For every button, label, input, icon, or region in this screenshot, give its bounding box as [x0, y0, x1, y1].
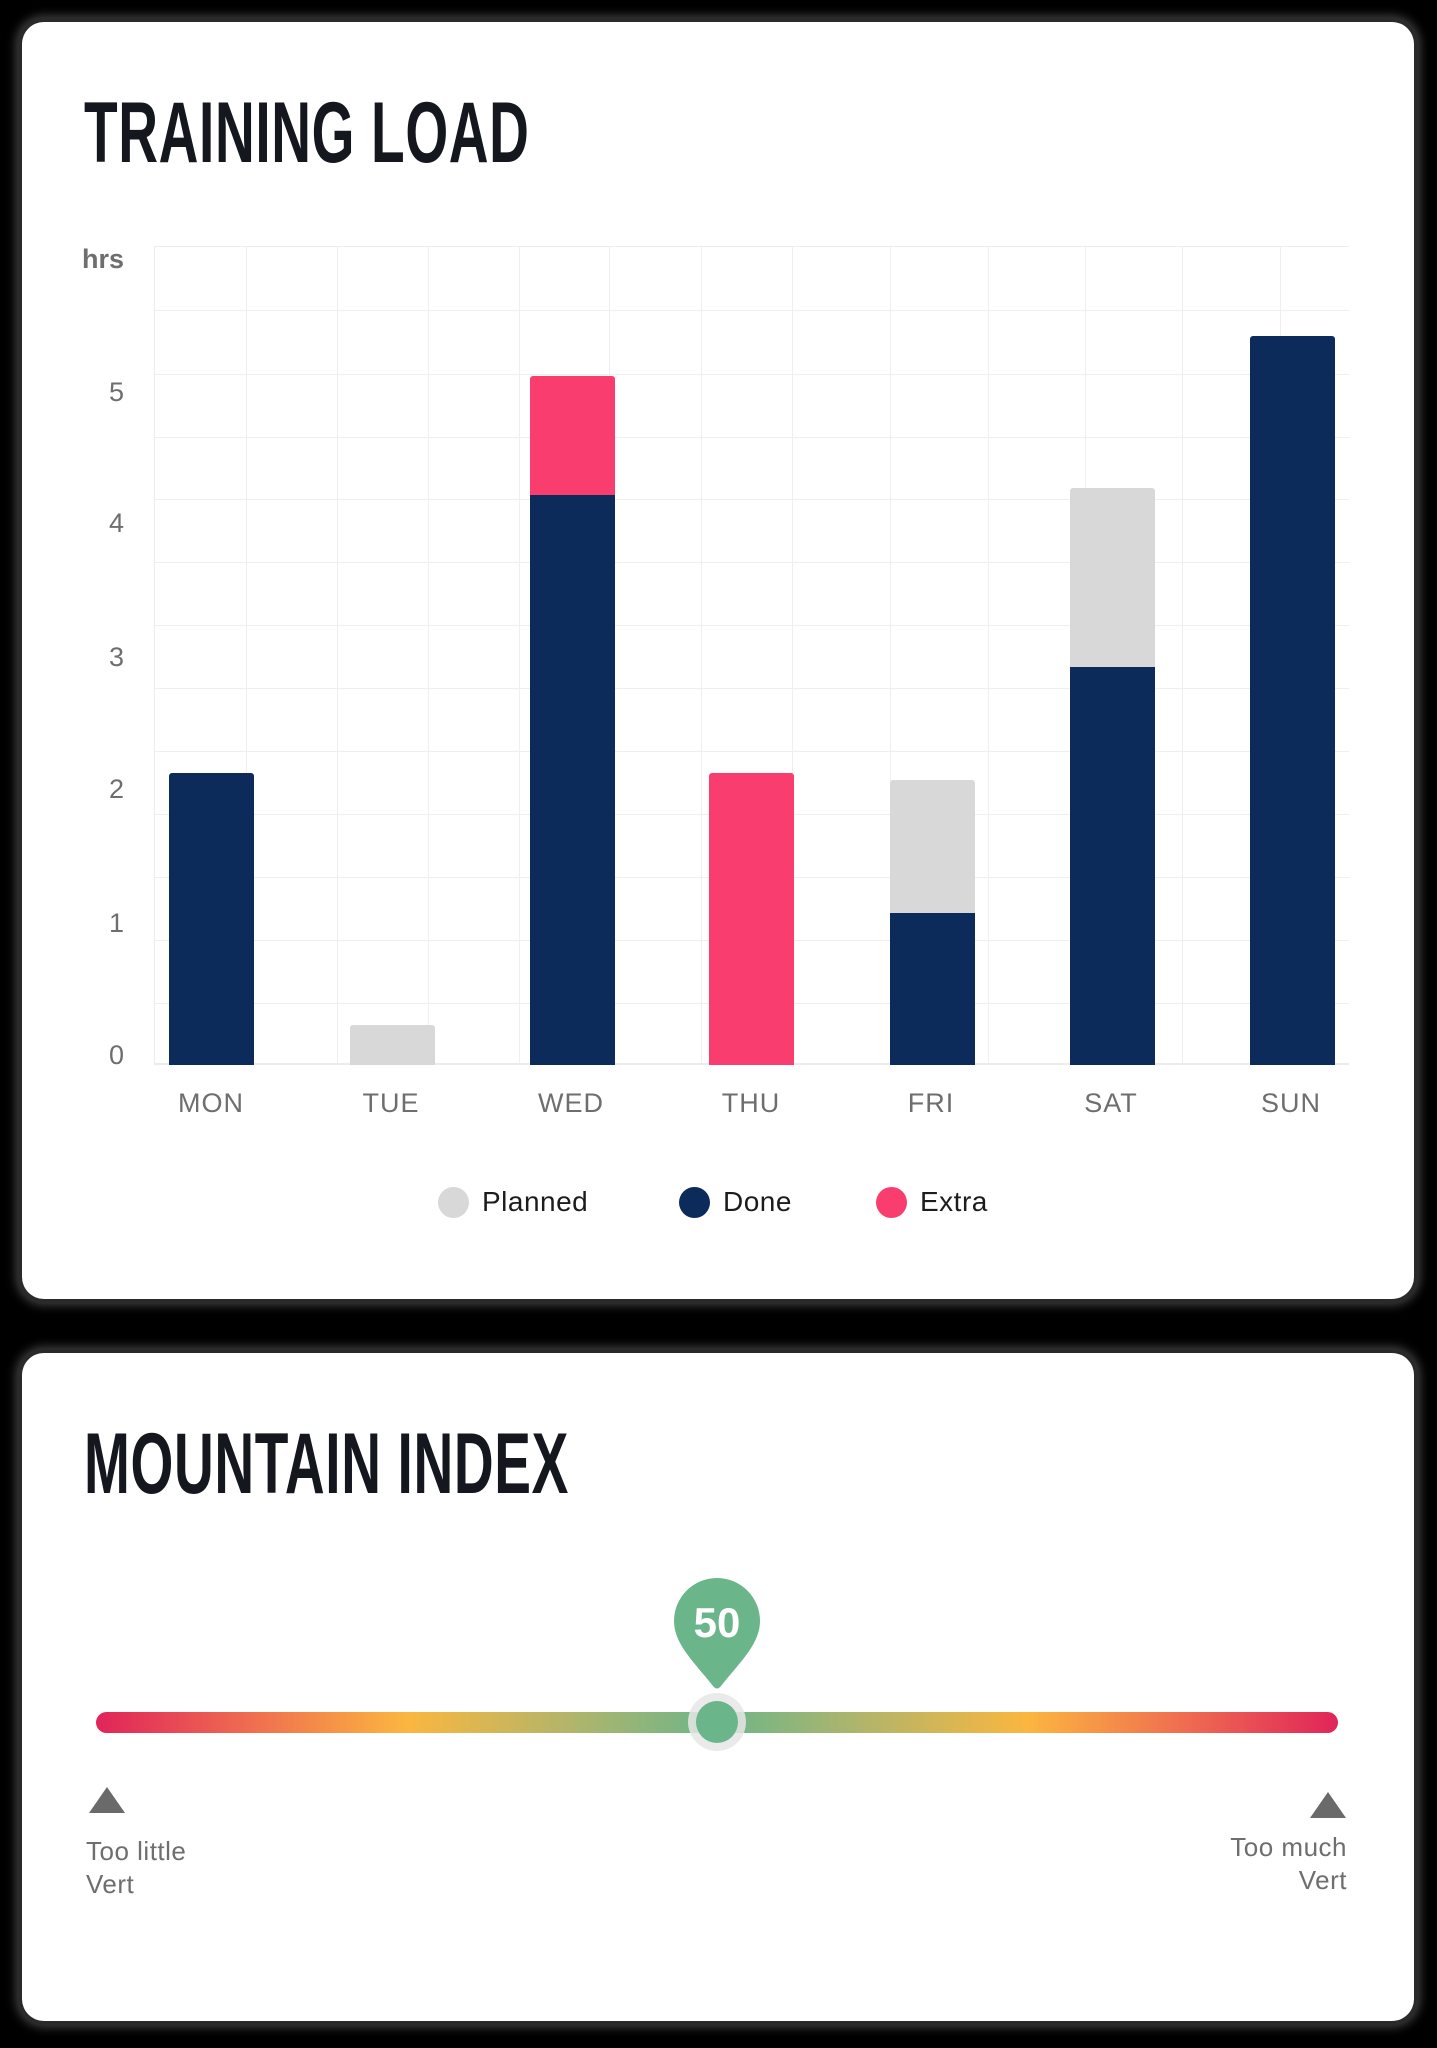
too-little-vert-label: Too little Vert	[86, 1835, 186, 1901]
too-much-line1: Too much	[1230, 1832, 1347, 1862]
gridline	[792, 247, 793, 1065]
y-tick-2: 2	[108, 774, 124, 804]
gridline	[155, 437, 1349, 438]
gridline	[1182, 247, 1183, 1065]
legend-extra-label: Extra	[920, 1186, 988, 1217]
x-label-fri: FRI	[907, 1088, 955, 1118]
done-dot-icon	[679, 1186, 710, 1218]
gridline	[988, 247, 989, 1065]
too-much-line2: Vert	[1298, 1865, 1347, 1895]
bar-sun[interactable]	[1250, 336, 1335, 1065]
gridline	[890, 247, 891, 1065]
bar-segment-done	[1070, 667, 1155, 1065]
bar-wed[interactable]	[530, 376, 615, 1065]
training-load-title: TRAINING LOAD	[84, 85, 530, 181]
legend-extra[interactable]: Extra	[876, 1184, 988, 1220]
bar-segment-extra	[530, 376, 615, 495]
bar-thu[interactable]	[709, 773, 794, 1065]
gridline	[155, 688, 1349, 689]
bar-segment-planned	[890, 780, 975, 913]
mountain-index-card: MOUNTAIN INDEX 50 Too little Vert Too mu…	[22, 1353, 1414, 2021]
gridline	[155, 751, 1349, 752]
bar-segment-done	[1250, 336, 1335, 1065]
planned-dot-icon	[438, 1186, 469, 1218]
gridline	[155, 310, 1349, 311]
y-tick-5: 5	[108, 377, 124, 407]
gridline	[519, 247, 520, 1065]
training-load-card: TRAINING LOAD hrs 5 4 3 2 1 0	[22, 22, 1414, 1299]
gridline	[155, 374, 1349, 375]
legend-done[interactable]: Done	[679, 1184, 792, 1220]
too-little-line1: Too little	[86, 1836, 187, 1866]
extra-dot-icon	[876, 1186, 907, 1218]
bar-mon[interactable]	[169, 773, 254, 1065]
y-tick-3: 3	[108, 642, 124, 672]
legend-done-label: Done	[723, 1186, 792, 1217]
bar-segment-planned	[350, 1025, 435, 1065]
gridline	[246, 247, 247, 1065]
mountain-index-title: MOUNTAIN INDEX	[84, 1416, 569, 1512]
gridline	[155, 499, 1349, 500]
x-label-sun: SUN	[1260, 1088, 1321, 1118]
bar-segment-done	[890, 913, 975, 1065]
y-tick-1: 1	[108, 908, 124, 938]
too-little-line2: Vert	[86, 1869, 135, 1899]
legend-planned[interactable]: Planned	[438, 1184, 588, 1220]
bar-segment-planned	[1070, 488, 1155, 667]
triangle-up-icon-left	[89, 1787, 125, 1813]
x-label-wed: WED	[538, 1088, 604, 1118]
bar-sat[interactable]	[1070, 488, 1155, 1065]
bar-segment-done	[169, 773, 254, 1065]
y-tick-0: 0	[108, 1040, 124, 1070]
bar-segment-done	[530, 495, 615, 1065]
slider-knob[interactable]	[696, 1701, 738, 1743]
bar-fri[interactable]	[890, 780, 975, 1065]
x-label-mon: MON	[178, 1088, 244, 1118]
triangle-up-icon-right	[1310, 1792, 1346, 1818]
too-much-vert-label: Too much Vert	[1230, 1831, 1347, 1897]
map-pin-marker-icon	[674, 1578, 760, 1689]
x-label-sat: SAT	[1084, 1088, 1138, 1118]
gridline	[155, 562, 1349, 563]
gridline	[701, 247, 702, 1065]
bar-chart-plot-area	[154, 246, 1349, 1065]
y-tick-4: 4	[108, 508, 124, 538]
bar-segment-extra	[709, 773, 794, 1065]
y-axis-unit: hrs	[81, 244, 124, 274]
gridline	[337, 247, 338, 1065]
mountain-index-value: 50	[693, 1599, 741, 1646]
x-label-thu: THU	[721, 1088, 781, 1118]
legend-planned-label: Planned	[482, 1186, 589, 1217]
bar-tue[interactable]	[350, 1025, 435, 1065]
gridline	[155, 625, 1349, 626]
x-label-tue: TUE	[362, 1088, 420, 1118]
gridline	[428, 247, 429, 1065]
